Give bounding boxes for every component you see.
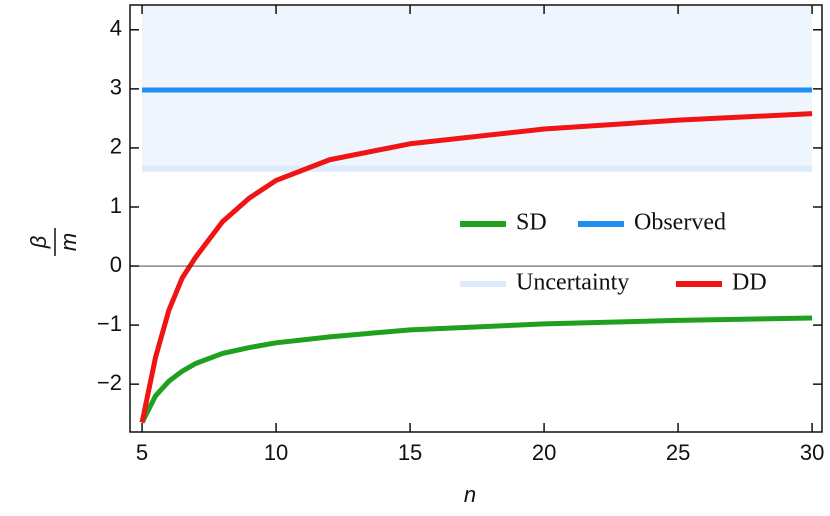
- plot-area: [139, 5, 813, 424]
- uncertainty-band: [142, 5, 813, 169]
- y-tick-label: −1: [97, 311, 122, 336]
- legend-label: Observed: [634, 210, 726, 236]
- series-line: [139, 111, 813, 424]
- x-tick-label: 10: [264, 440, 288, 465]
- legend-label: SD: [516, 210, 547, 236]
- y-tick-label: 0: [110, 252, 122, 277]
- x-axis-label: n: [464, 482, 476, 507]
- x-tick-label: 30: [800, 440, 824, 465]
- y-tick-label: 3: [110, 75, 122, 100]
- y-axis-label: m: [56, 233, 81, 251]
- y-axis-label: β: [26, 235, 51, 249]
- x-tick-label: 25: [666, 440, 690, 465]
- y-tick-label: 4: [110, 16, 122, 41]
- frame: [129, 4, 823, 433]
- y-tick-label: −2: [97, 370, 122, 395]
- legend-label: Uncertainty: [516, 270, 629, 296]
- y-tick-label: 1: [110, 193, 122, 218]
- series-line: [139, 315, 813, 424]
- legend-label: DD: [732, 270, 767, 296]
- x-tick-label: 5: [136, 440, 148, 465]
- x-tick-label: 15: [398, 440, 422, 465]
- x-tick-label: 20: [532, 440, 556, 465]
- y-tick-label: 2: [110, 134, 122, 159]
